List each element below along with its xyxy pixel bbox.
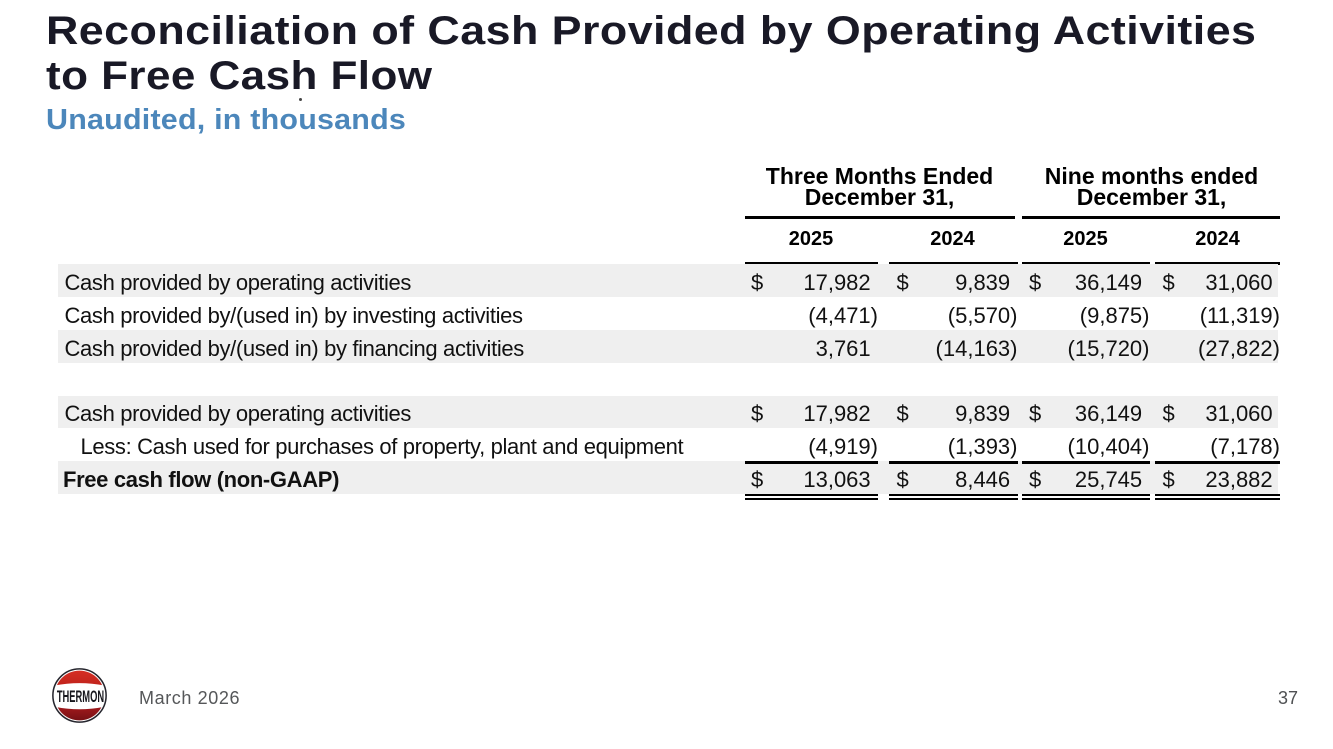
svg-text:THERMON: THERMON bbox=[57, 687, 104, 706]
